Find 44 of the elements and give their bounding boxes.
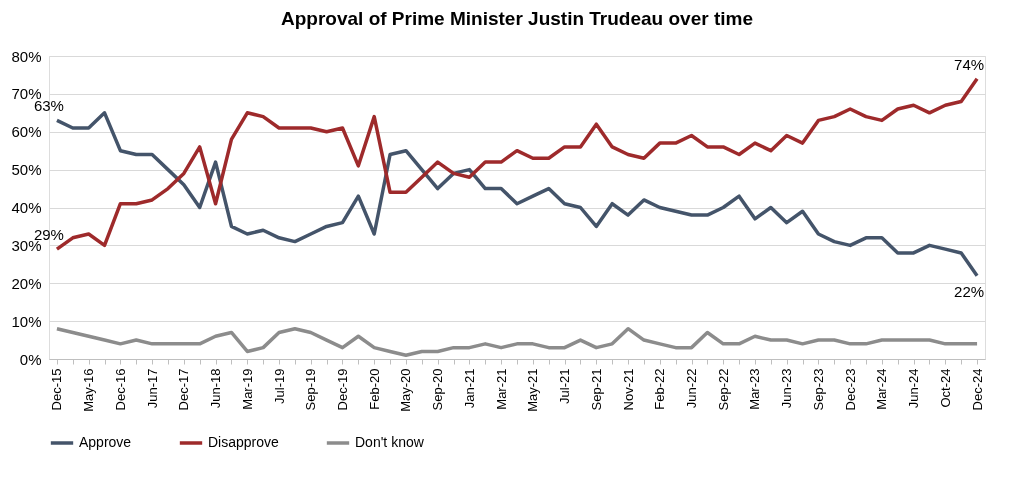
x-tick-label: Sep-20 [430, 368, 446, 411]
x-tick-label: Dec-24 [969, 368, 985, 411]
y-tick-label: 10% [11, 312, 42, 330]
x-tick-label: Dec-19 [334, 368, 350, 411]
x-tick-label: Feb-22 [652, 368, 668, 410]
x-tick-label: Sep-22 [715, 368, 731, 411]
x-tick-label: Dec-17 [176, 368, 192, 411]
x-tick-label: Jan-21 [461, 368, 477, 409]
legend-label: Approve [79, 434, 132, 450]
data-label: 22% [954, 282, 985, 300]
x-tick-label: Jul-21 [557, 368, 573, 404]
legend-label: Don't know [355, 434, 425, 450]
x-tick-label: Jul-19 [271, 368, 287, 404]
x-tick-label: Nov-21 [620, 368, 636, 411]
x-tick-label: Jun-24 [906, 368, 922, 409]
data-label: 74% [954, 55, 985, 73]
y-tick-label: 0% [19, 350, 42, 368]
legend-label: Disapprove [208, 434, 280, 450]
x-tick-label: Mar-21 [493, 368, 509, 410]
x-tick-label: Mar-24 [874, 368, 890, 410]
x-tick-label: May-16 [81, 368, 97, 412]
line-series [55, 326, 979, 357]
x-tick-label: Jun-18 [208, 368, 224, 409]
x-tick-label: Mar-23 [747, 368, 763, 410]
x-tick-label: Oct-24 [937, 368, 953, 408]
y-tick-label: 20% [11, 274, 42, 292]
x-tick-label: May-20 [398, 368, 414, 412]
x-tick-label: Dec-23 [842, 368, 858, 411]
x-tick-label: Jun-23 [779, 368, 795, 409]
y-tick-label: 50% [11, 161, 42, 179]
x-tick-label: Sep-19 [303, 368, 319, 411]
x-tick-label: Sep-21 [588, 368, 604, 411]
x-tick-label: Sep-23 [810, 368, 826, 411]
x-tick-label: Feb-20 [366, 368, 382, 410]
y-tick-label: 80% [11, 47, 42, 65]
chart-title: Approval of Prime Minister Justin Trudeau over time [281, 8, 753, 29]
x-tick-label: Mar-19 [239, 368, 255, 410]
x-tick-label: Dec-15 [49, 368, 65, 411]
y-tick-label: 40% [11, 199, 42, 216]
x-tick-label: Dec-16 [112, 368, 128, 411]
x-tick-label: Jun-22 [684, 368, 700, 409]
x-tick-label: May-21 [525, 368, 541, 412]
y-tick-label: 60% [11, 123, 42, 141]
x-tick-label: Jun-17 [144, 368, 160, 409]
